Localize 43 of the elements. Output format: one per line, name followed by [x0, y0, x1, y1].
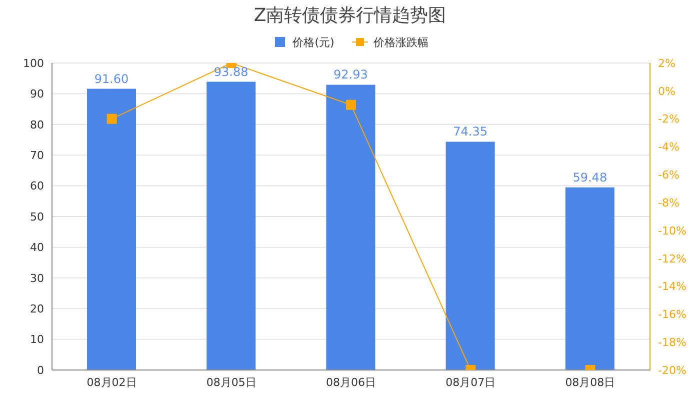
y-tick-label: 10 — [30, 333, 44, 346]
y-tick-label: 70 — [30, 149, 44, 162]
chart-title: Z南转债债券行情趋势图 — [252, 4, 448, 28]
y2-tick-label: -16% — [658, 308, 686, 322]
bar — [326, 84, 376, 370]
y-tick-label: 40 — [30, 241, 44, 254]
y2-tick-label: -10% — [658, 224, 686, 238]
y2-tick-label: -18% — [658, 336, 686, 349]
data-label: 59.48 — [572, 170, 608, 184]
bar — [87, 88, 136, 370]
y-tick-label: 80 — [30, 118, 44, 132]
y2-tick-label: 0% — [658, 84, 676, 98]
data-label: 74.35 — [453, 124, 488, 139]
data-label: 92.93 — [334, 68, 368, 82]
y-tick-label: 30 — [30, 272, 44, 285]
data-label: 93.88 — [214, 64, 248, 79]
point — [106, 114, 117, 124]
y2-tick-label: 2% — [658, 56, 676, 70]
y2-tick-label: -14% — [658, 280, 686, 294]
y2-tick-label: -4% — [658, 140, 680, 154]
x-tick-label: 08月08日 — [565, 376, 616, 389]
y2-tick-label: -8% — [658, 196, 680, 210]
x-tick-label: 08月05日 — [206, 376, 256, 389]
x-tick-label: 08月02日 — [86, 376, 137, 389]
y-tick-label: 90 — [30, 88, 44, 101]
y2-tick-label: -20% — [658, 364, 686, 377]
y-tick-label: 50 — [30, 210, 44, 224]
y-tick-label: 100 — [23, 56, 44, 70]
legend-label: 价格(元) — [292, 34, 334, 50]
data-label: 91.60 — [94, 72, 129, 86]
y2-tick-label: -2% — [658, 112, 680, 126]
bar — [565, 187, 614, 370]
point — [346, 100, 356, 110]
bar — [446, 142, 495, 370]
legend-label: 价格涨跌幅 — [373, 34, 428, 50]
y-tick-label: 60 — [30, 180, 44, 193]
y2-tick-label: -12% — [658, 252, 686, 266]
x-tick-label: 08月07日 — [446, 376, 496, 389]
x-tick-label: 08月06日 — [326, 376, 376, 389]
y-tick-label: 0 — [37, 364, 44, 377]
y2-tick-label: -6% — [658, 168, 680, 182]
y-tick-label: 20 — [30, 302, 44, 316]
bar — [206, 82, 256, 370]
